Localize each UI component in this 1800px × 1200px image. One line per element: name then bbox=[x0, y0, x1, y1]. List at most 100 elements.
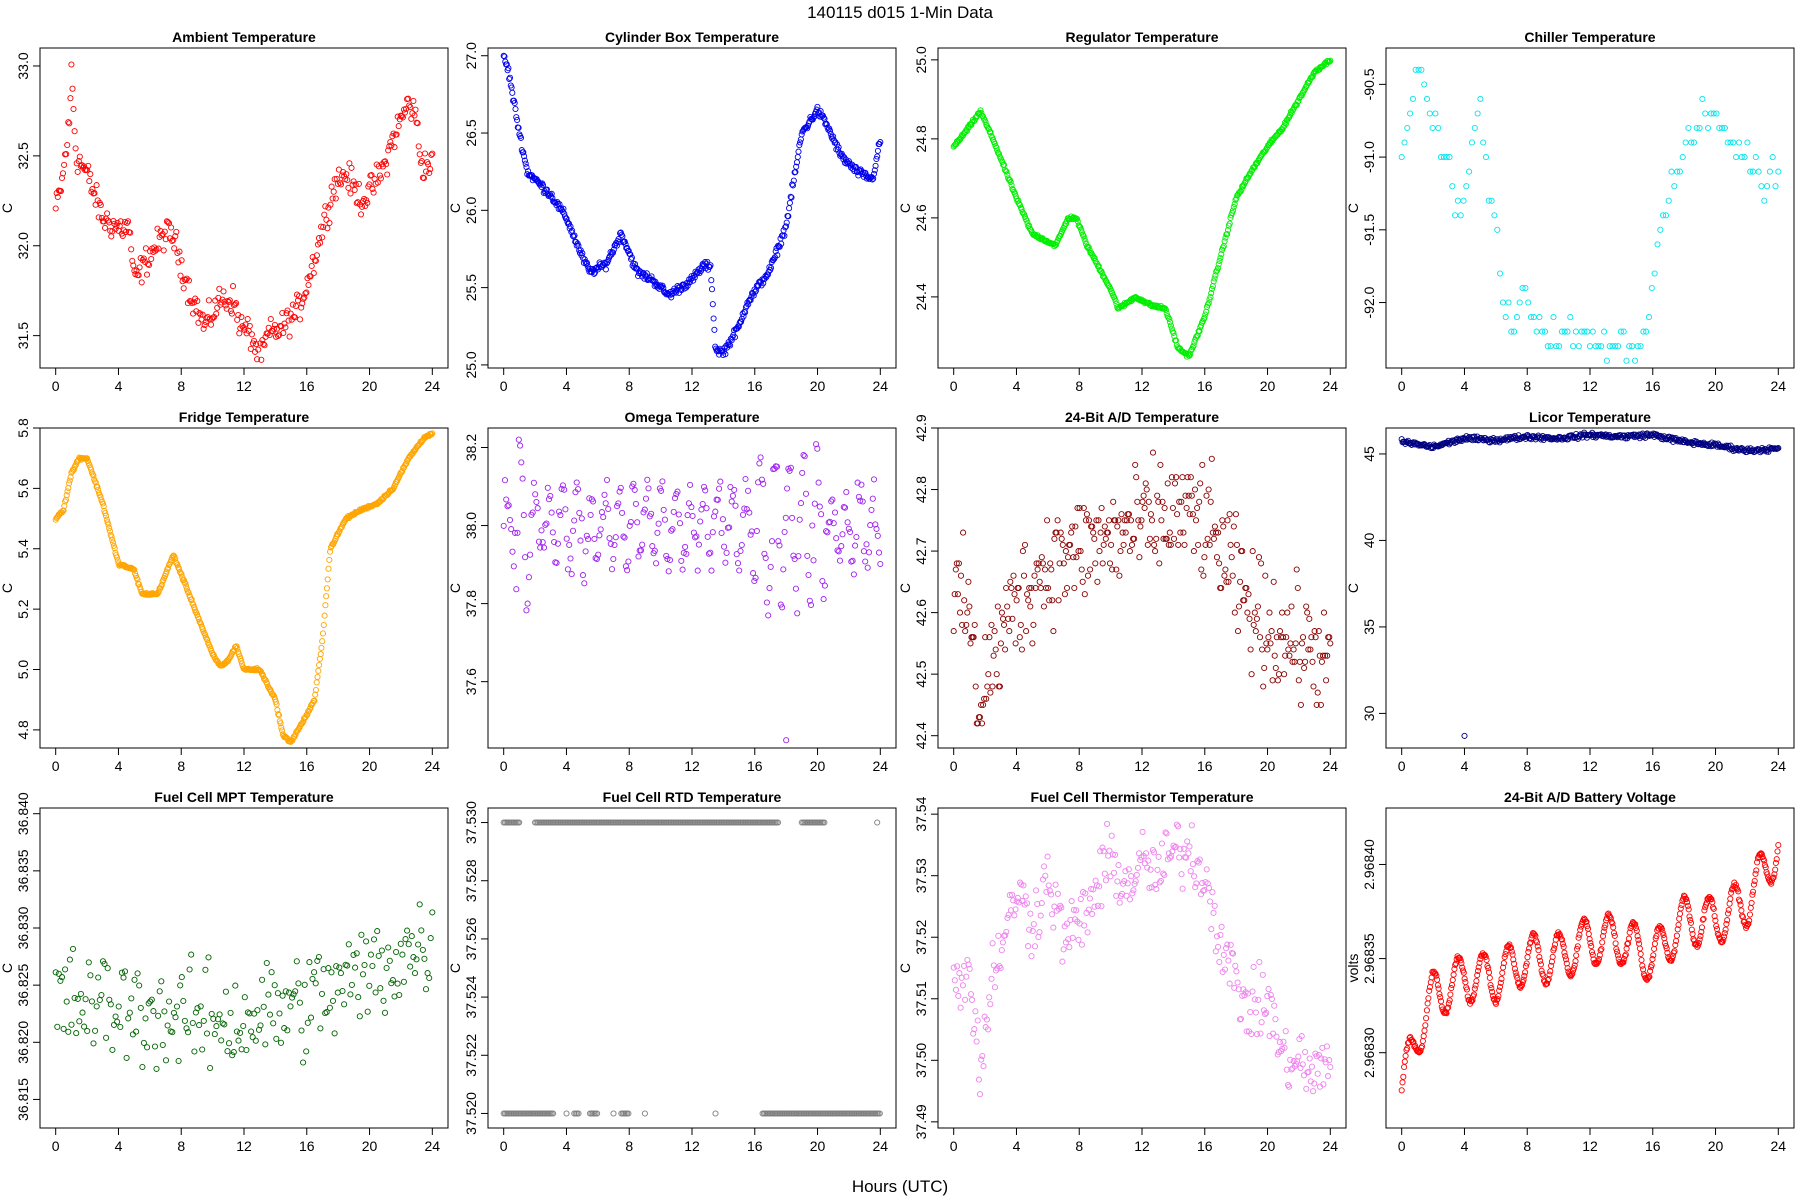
data-point bbox=[1243, 584, 1250, 592]
data-point bbox=[1498, 975, 1505, 982]
data-point bbox=[1033, 560, 1040, 567]
data-point bbox=[1075, 548, 1082, 555]
data-point bbox=[1761, 857, 1768, 864]
data-point bbox=[821, 819, 828, 826]
data-point bbox=[341, 173, 348, 180]
data-point bbox=[112, 1013, 119, 1020]
data-point bbox=[1145, 857, 1152, 864]
data-point bbox=[1635, 936, 1642, 944]
data-point bbox=[506, 74, 514, 81]
data-point bbox=[164, 566, 171, 573]
data-point bbox=[538, 527, 545, 534]
data-point bbox=[1723, 920, 1730, 928]
data-point bbox=[1114, 878, 1121, 885]
data-point bbox=[756, 460, 763, 467]
data-point bbox=[971, 621, 978, 628]
y-tick-label: 5.4 bbox=[15, 539, 31, 559]
data-point bbox=[320, 621, 327, 629]
data-point bbox=[1564, 965, 1571, 972]
data-point bbox=[1229, 950, 1237, 957]
data-point bbox=[404, 927, 411, 934]
data-point bbox=[1199, 461, 1206, 468]
data-point bbox=[181, 579, 188, 586]
data-point bbox=[110, 539, 117, 546]
data-point bbox=[1173, 474, 1180, 481]
data-point bbox=[517, 134, 525, 141]
data-point bbox=[1169, 504, 1176, 512]
data-point bbox=[1237, 578, 1244, 585]
data-point bbox=[1015, 584, 1022, 592]
data-point bbox=[1208, 290, 1215, 297]
data-point bbox=[224, 1048, 231, 1055]
data-point bbox=[1038, 900, 1045, 907]
data-point bbox=[1669, 955, 1676, 962]
data-point bbox=[139, 1063, 146, 1071]
data-point bbox=[207, 1064, 214, 1072]
data-point bbox=[93, 1003, 100, 1010]
data-point bbox=[1685, 906, 1692, 913]
data-point bbox=[1737, 901, 1744, 908]
data-point bbox=[1599, 933, 1607, 940]
data-point bbox=[1699, 95, 1706, 102]
data-point bbox=[1073, 907, 1080, 914]
data-point bbox=[529, 509, 536, 516]
data-point bbox=[412, 106, 419, 113]
data-point bbox=[593, 555, 600, 563]
data-point bbox=[162, 1057, 170, 1064]
data-point bbox=[705, 550, 713, 557]
data-point bbox=[332, 195, 339, 202]
data-point bbox=[1769, 875, 1776, 882]
data-point bbox=[1188, 347, 1195, 354]
data-point bbox=[336, 528, 343, 535]
data-point bbox=[1131, 535, 1138, 542]
data-point bbox=[1007, 578, 1014, 585]
data-point bbox=[562, 506, 569, 513]
data-point bbox=[383, 161, 390, 168]
data-point bbox=[1163, 830, 1170, 837]
data-point bbox=[364, 1008, 371, 1015]
data-point bbox=[275, 711, 282, 718]
data-point bbox=[1020, 572, 1028, 579]
x-tick-label: 8 bbox=[625, 378, 633, 394]
data-point bbox=[54, 1023, 61, 1030]
data-point bbox=[1237, 1015, 1245, 1022]
data-point bbox=[1720, 936, 1727, 943]
y-tick-label: 5.0 bbox=[15, 660, 31, 680]
data-point bbox=[786, 199, 793, 206]
data-point bbox=[1222, 566, 1229, 573]
data-point bbox=[276, 1010, 283, 1017]
data-point bbox=[1561, 949, 1568, 956]
data-point bbox=[279, 727, 286, 734]
data-point bbox=[768, 538, 776, 545]
data-point bbox=[1083, 511, 1090, 518]
data-point bbox=[1581, 328, 1588, 335]
data-point bbox=[1643, 328, 1650, 335]
data-point bbox=[1595, 343, 1602, 350]
data-point bbox=[1270, 578, 1277, 585]
y-tick-label: 38.2 bbox=[463, 434, 479, 461]
data-point bbox=[1007, 178, 1014, 186]
data-point bbox=[810, 114, 817, 121]
x-tick-label: 0 bbox=[950, 758, 958, 774]
data-point bbox=[622, 563, 629, 570]
data-point bbox=[1513, 314, 1520, 321]
data-point bbox=[289, 994, 296, 1001]
data-point bbox=[1187, 351, 1194, 358]
data-point bbox=[539, 182, 547, 189]
data-point bbox=[787, 464, 794, 471]
data-point bbox=[870, 476, 878, 483]
data-point bbox=[196, 1022, 203, 1029]
data-point bbox=[182, 580, 189, 587]
data-point bbox=[1102, 277, 1109, 284]
data-point bbox=[52, 205, 59, 212]
data-point bbox=[218, 1037, 225, 1044]
data-point bbox=[1690, 139, 1698, 146]
y-axis-label: C bbox=[447, 963, 463, 973]
data-point bbox=[974, 720, 981, 727]
data-point bbox=[1564, 328, 1571, 335]
data-point bbox=[545, 496, 553, 503]
data-point bbox=[1420, 1033, 1427, 1040]
data-point bbox=[1422, 1022, 1429, 1029]
data-point bbox=[1402, 1052, 1409, 1059]
x-tick-label: 12 bbox=[1582, 1138, 1598, 1154]
